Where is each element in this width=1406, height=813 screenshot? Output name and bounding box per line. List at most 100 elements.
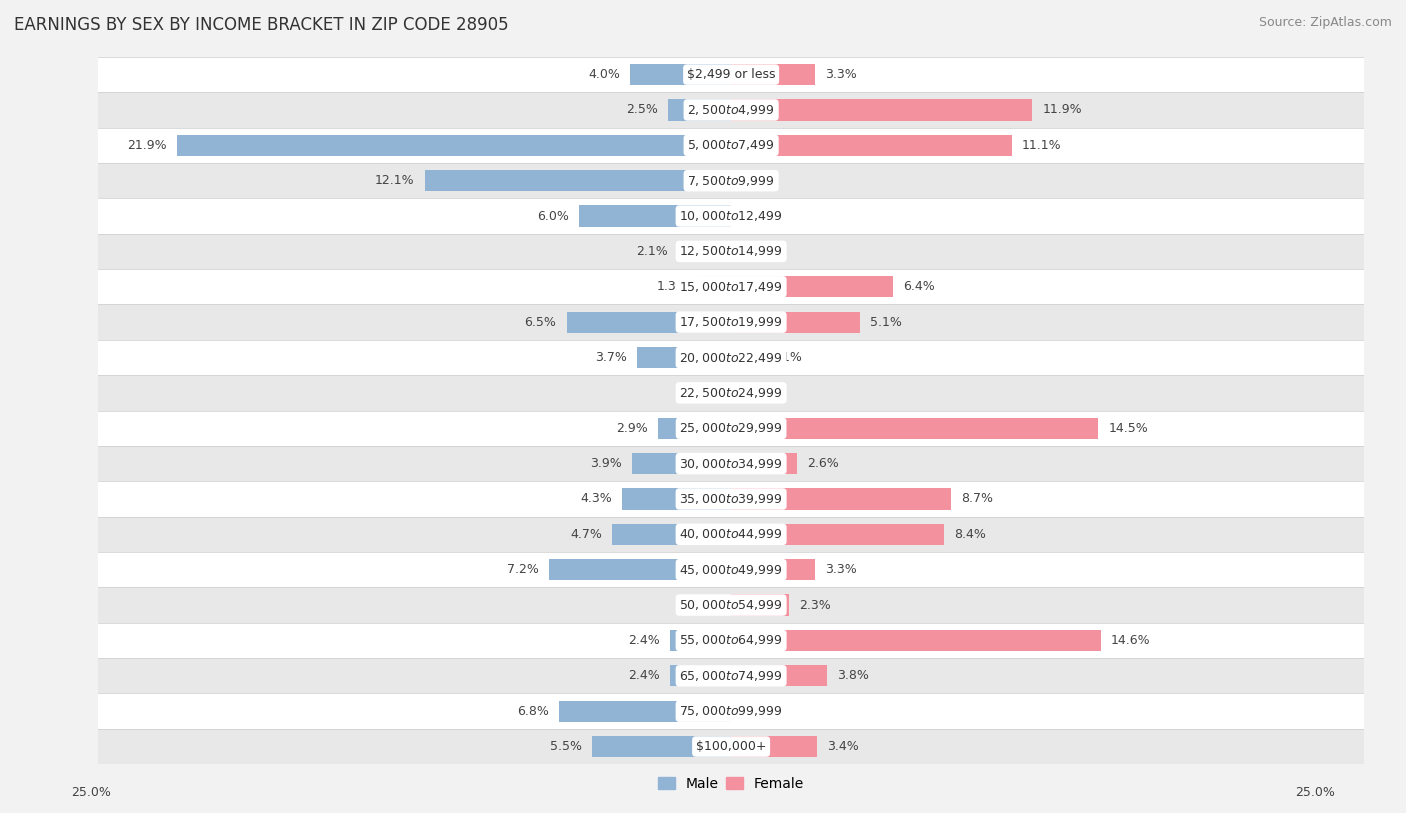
Text: 0.0%: 0.0% (741, 386, 773, 399)
Bar (98, 587, 1364, 623)
Bar (731, 736, 817, 757)
Text: 0.0%: 0.0% (741, 245, 773, 258)
Bar (731, 630, 1101, 651)
Text: 0.0%: 0.0% (741, 210, 773, 223)
Bar (630, 64, 731, 85)
Text: 1.3%: 1.3% (657, 280, 688, 293)
Text: 4.0%: 4.0% (588, 68, 620, 81)
Text: 2.5%: 2.5% (626, 103, 658, 116)
Bar (548, 559, 731, 580)
Text: 2.4%: 2.4% (628, 669, 661, 682)
Text: 0.0%: 0.0% (741, 174, 773, 187)
Text: 25.0%: 25.0% (1295, 786, 1334, 799)
Text: $7,500 to $9,999: $7,500 to $9,999 (688, 174, 775, 188)
Text: $35,000 to $39,999: $35,000 to $39,999 (679, 492, 783, 506)
Text: 0.0%: 0.0% (689, 598, 721, 611)
Text: 6.8%: 6.8% (517, 705, 548, 718)
Bar (633, 453, 731, 474)
Text: 2.1%: 2.1% (636, 245, 668, 258)
Text: 0.0%: 0.0% (741, 705, 773, 718)
Text: 7.2%: 7.2% (508, 563, 538, 576)
Text: 3.9%: 3.9% (591, 457, 623, 470)
Bar (98, 481, 1364, 517)
Text: 6.5%: 6.5% (524, 315, 557, 328)
Text: 2.3%: 2.3% (800, 598, 831, 611)
Text: $10,000 to $12,499: $10,000 to $12,499 (679, 209, 783, 223)
Text: $30,000 to $34,999: $30,000 to $34,999 (679, 457, 783, 471)
Text: $2,500 to $4,999: $2,500 to $4,999 (688, 103, 775, 117)
Text: $20,000 to $22,499: $20,000 to $22,499 (679, 350, 783, 364)
Bar (612, 524, 731, 545)
Bar (731, 418, 1098, 439)
Bar (658, 418, 731, 439)
Text: 0.81%: 0.81% (762, 351, 801, 364)
Bar (98, 517, 1364, 552)
Text: 3.4%: 3.4% (827, 740, 859, 753)
Text: $17,500 to $19,999: $17,500 to $19,999 (679, 315, 783, 329)
Text: $100,000+: $100,000+ (696, 740, 766, 753)
Bar (731, 594, 789, 615)
Text: $75,000 to $99,999: $75,000 to $99,999 (679, 704, 783, 718)
Bar (567, 311, 731, 333)
Text: $15,000 to $17,499: $15,000 to $17,499 (679, 280, 783, 293)
Text: $22,500 to $24,999: $22,500 to $24,999 (679, 386, 783, 400)
Text: 3.8%: 3.8% (838, 669, 869, 682)
Bar (98, 446, 1364, 481)
Text: $50,000 to $54,999: $50,000 to $54,999 (679, 598, 783, 612)
Bar (98, 92, 1364, 128)
Bar (98, 411, 1364, 446)
Bar (98, 376, 1364, 411)
Text: 8.7%: 8.7% (962, 493, 994, 506)
Bar (671, 665, 731, 686)
Bar (425, 170, 731, 191)
Text: $2,499 or less: $2,499 or less (688, 68, 775, 81)
Text: 2.4%: 2.4% (628, 634, 661, 647)
Bar (731, 489, 952, 510)
Bar (98, 269, 1364, 304)
Bar (98, 198, 1364, 234)
Text: 0.0%: 0.0% (689, 386, 721, 399)
Legend: Male, Female: Male, Female (652, 771, 810, 796)
Bar (98, 163, 1364, 198)
Text: 5.5%: 5.5% (550, 740, 582, 753)
Text: $25,000 to $29,999: $25,000 to $29,999 (679, 421, 783, 435)
Bar (731, 559, 814, 580)
Text: 12.1%: 12.1% (375, 174, 415, 187)
Bar (731, 99, 1032, 120)
Bar (731, 311, 860, 333)
Text: Source: ZipAtlas.com: Source: ZipAtlas.com (1258, 16, 1392, 29)
Text: 11.1%: 11.1% (1022, 139, 1062, 152)
Text: $45,000 to $49,999: $45,000 to $49,999 (679, 563, 783, 576)
Bar (731, 665, 827, 686)
Bar (731, 453, 797, 474)
Text: $65,000 to $74,999: $65,000 to $74,999 (679, 669, 783, 683)
Bar (98, 340, 1364, 375)
Text: 3.3%: 3.3% (825, 68, 856, 81)
Text: 4.7%: 4.7% (571, 528, 602, 541)
Text: 3.7%: 3.7% (596, 351, 627, 364)
Bar (98, 693, 1364, 729)
Text: 4.3%: 4.3% (581, 493, 612, 506)
Bar (560, 701, 731, 722)
Bar (177, 135, 731, 156)
Text: 8.4%: 8.4% (953, 528, 986, 541)
Bar (671, 630, 731, 651)
Text: EARNINGS BY SEX BY INCOME BRACKET IN ZIP CODE 28905: EARNINGS BY SEX BY INCOME BRACKET IN ZIP… (14, 16, 509, 34)
Bar (98, 552, 1364, 587)
Text: 21.9%: 21.9% (127, 139, 167, 152)
Bar (98, 304, 1364, 340)
Bar (731, 276, 893, 298)
Text: 25.0%: 25.0% (72, 786, 111, 799)
Bar (731, 347, 752, 368)
Text: $5,000 to $7,499: $5,000 to $7,499 (688, 138, 775, 152)
Text: 11.9%: 11.9% (1042, 103, 1083, 116)
Bar (98, 729, 1364, 764)
Bar (98, 128, 1364, 163)
Bar (623, 489, 731, 510)
Text: 5.1%: 5.1% (870, 315, 903, 328)
Bar (699, 276, 731, 298)
Bar (98, 659, 1364, 693)
Bar (731, 524, 943, 545)
Bar (668, 99, 731, 120)
Text: 14.6%: 14.6% (1111, 634, 1150, 647)
